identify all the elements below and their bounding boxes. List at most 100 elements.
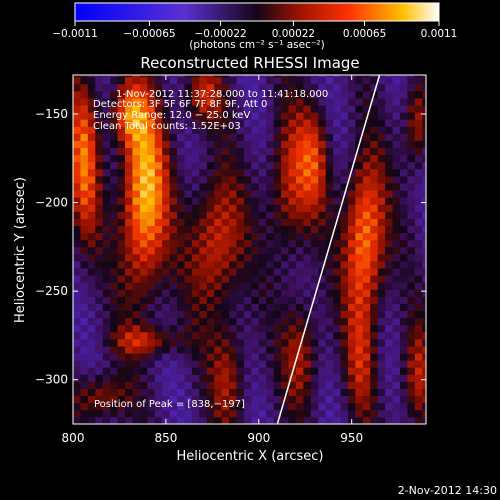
heatmap-cell <box>385 225 393 234</box>
heatmap-cell <box>139 154 148 163</box>
heatmap-cell <box>243 324 252 333</box>
heatmap-cell <box>399 204 408 212</box>
heatmap-cell <box>80 232 89 241</box>
heatmap-cell <box>355 183 364 191</box>
heatmap-cell <box>407 253 416 262</box>
heatmap-cell <box>214 268 223 276</box>
heatmap-cell <box>310 126 319 134</box>
heatmap-cell <box>236 395 245 404</box>
heatmap-cell <box>87 360 96 368</box>
heatmap-cell <box>154 353 163 361</box>
heatmap-cell <box>132 346 141 354</box>
heatmap-cell <box>392 303 401 312</box>
heatmap-cell <box>414 282 423 290</box>
heatmap-cell <box>125 232 133 241</box>
heatmap-cell <box>221 232 230 241</box>
heatmap-cell <box>310 367 319 375</box>
heatmap-cell <box>132 140 141 149</box>
heatmap-cell <box>243 232 252 241</box>
heatmap-cell <box>281 409 289 418</box>
heatmap-cell <box>310 105 319 113</box>
heatmap-cell <box>422 381 426 389</box>
heatmap-cell <box>229 218 237 226</box>
heatmap-cell <box>414 409 423 418</box>
heatmap-cell <box>362 90 371 99</box>
heatmap-cell <box>399 218 408 226</box>
heatmap-cell <box>392 310 401 319</box>
heatmap-cell <box>87 374 96 382</box>
heatmap-cell <box>273 324 282 333</box>
heatmap-cell <box>87 310 96 319</box>
heatmap-cell <box>110 197 118 205</box>
heatmap-cell <box>273 409 282 418</box>
heatmap-cell <box>281 388 289 397</box>
heatmap-cell <box>414 197 423 205</box>
heatmap-cell <box>288 175 297 184</box>
heatmap-cell <box>132 112 141 120</box>
heatmap-cell <box>370 360 379 368</box>
heatmap-cell <box>169 168 178 177</box>
heatmap-cell <box>251 360 260 368</box>
heatmap-cell <box>73 317 81 326</box>
heatmap-cell <box>295 353 304 361</box>
heatmap-cell <box>407 90 416 99</box>
heatmap-cell <box>184 105 193 113</box>
heatmap-cell <box>169 147 178 156</box>
heatmap-cell <box>177 253 185 262</box>
heatmap-cell <box>362 175 371 184</box>
heatmap-cell <box>325 232 334 241</box>
heatmap-cell <box>370 395 379 404</box>
heatmap-cell <box>162 83 171 92</box>
heatmap-cell <box>147 90 156 99</box>
heatmap-cell <box>251 402 260 411</box>
heatmap-cell <box>362 353 371 361</box>
heatmap-cell <box>288 296 297 304</box>
heatmap-cell <box>191 75 200 78</box>
heatmap-cell <box>325 154 334 163</box>
heatmap-cell <box>177 360 185 368</box>
heatmap-cell <box>236 133 245 141</box>
heatmap-cell <box>139 105 148 113</box>
heatmap-cell <box>370 83 379 92</box>
heatmap-cell <box>325 253 334 262</box>
heatmap-cell <box>117 225 126 234</box>
heatmap-cell <box>251 317 260 326</box>
heatmap-cell <box>139 183 148 191</box>
heatmap-cell <box>288 381 297 389</box>
heatmap-cell <box>414 303 423 312</box>
heatmap-cell <box>184 296 193 304</box>
heatmap-cell <box>310 275 319 283</box>
heatmap-cell <box>355 282 364 290</box>
heatmap-cell <box>73 296 81 304</box>
heatmap-cell <box>95 147 104 156</box>
heatmap-cell <box>95 402 104 411</box>
heatmap-cell <box>80 374 89 382</box>
heatmap-cell <box>80 282 89 290</box>
heatmap-cell <box>370 190 379 198</box>
heatmap-cell <box>281 90 289 99</box>
heatmap-cell <box>370 112 379 120</box>
heatmap-cell <box>258 218 267 226</box>
heatmap-cell <box>399 268 408 276</box>
heatmap-cell <box>80 218 89 226</box>
heatmap-cell <box>318 246 327 255</box>
heatmap-cell <box>362 402 371 411</box>
heatmap-cell <box>214 90 223 99</box>
heatmap-cell <box>199 232 208 241</box>
y-tick-label: −200 <box>35 196 68 210</box>
heatmap-cell <box>407 395 416 404</box>
heatmap-cell <box>414 75 423 78</box>
heatmap-cell <box>288 75 297 78</box>
heatmap-cell <box>147 360 156 368</box>
heatmap-cell <box>303 282 312 290</box>
heatmap-cell <box>318 204 327 212</box>
heatmap-cell <box>340 381 349 389</box>
heatmap-cell <box>191 98 200 106</box>
heatmap-cell <box>295 232 304 241</box>
heatmap-cell <box>251 275 260 283</box>
heatmap-cell <box>95 310 104 319</box>
heatmap-cell <box>154 346 163 354</box>
heatmap-cell <box>362 168 371 177</box>
heatmap-cell <box>414 317 423 326</box>
heatmap-cell <box>162 261 171 269</box>
